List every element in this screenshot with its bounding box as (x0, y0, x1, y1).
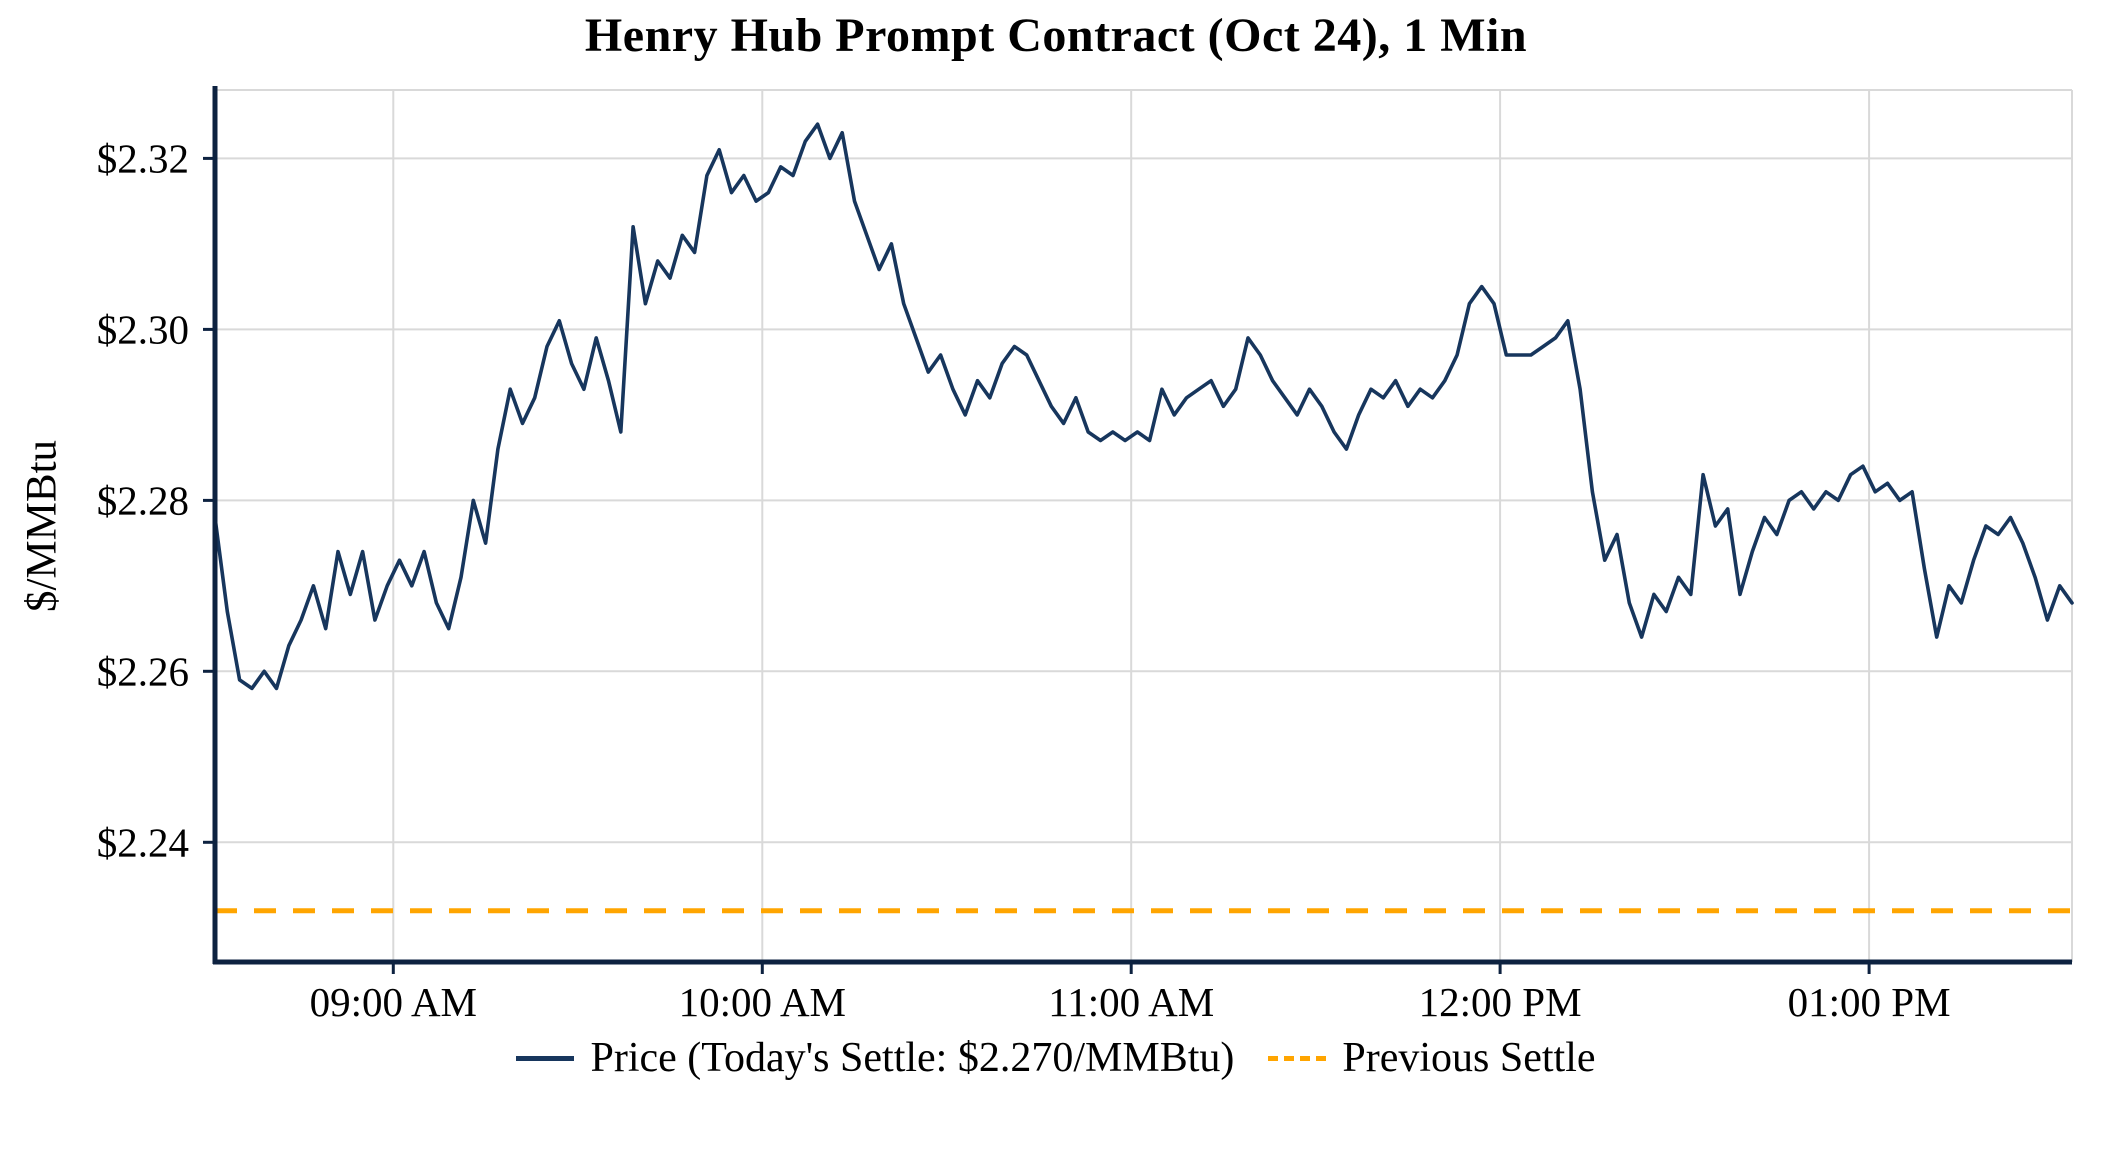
price-chart: $2.24 $2.26 $2.28 $2.30 $2.32 09:00 AM 10:00 A… (97, 86, 2074, 1025)
legend: Price (Today's Settle: $2.270/MMBtu) Pre… (0, 1034, 2112, 1082)
price-legend-sample (516, 1055, 575, 1061)
y-tick-label: $2.30 (97, 306, 189, 352)
legend-item-price: Price (Today's Settle: $2.270/MMBtu) (516, 1034, 1234, 1082)
x-tick-label: 09:00 AM (310, 979, 477, 1025)
previous-settle-legend-label: Previous Settle (1342, 1035, 1596, 1081)
y-axis-title: $/MMBtu (18, 439, 66, 613)
y-tick-label: $2.32 (97, 135, 189, 181)
x-tick-label: 12:00 PM (1419, 979, 1582, 1025)
x-tick-label: 10:00 AM (679, 979, 846, 1025)
legend-item-previous-settle: Previous Settle (1268, 1034, 1596, 1082)
x-tick-label: 11:00 AM (1048, 979, 1214, 1025)
y-tick-label: $2.24 (97, 819, 189, 865)
y-tick-label: $2.26 (97, 648, 189, 694)
x-tick-label: 01:00 PM (1788, 979, 1951, 1025)
price-line (213, 122, 2074, 691)
previous-settle-legend-sample (1268, 1055, 1327, 1061)
price-legend-label: Price (Today's Settle: $2.270/MMBtu) (590, 1035, 1235, 1081)
chart-title: Henry Hub Prompt Contract (Oct 24), 1 Mi… (584, 9, 1528, 62)
y-tick-label: $2.28 (97, 477, 189, 523)
